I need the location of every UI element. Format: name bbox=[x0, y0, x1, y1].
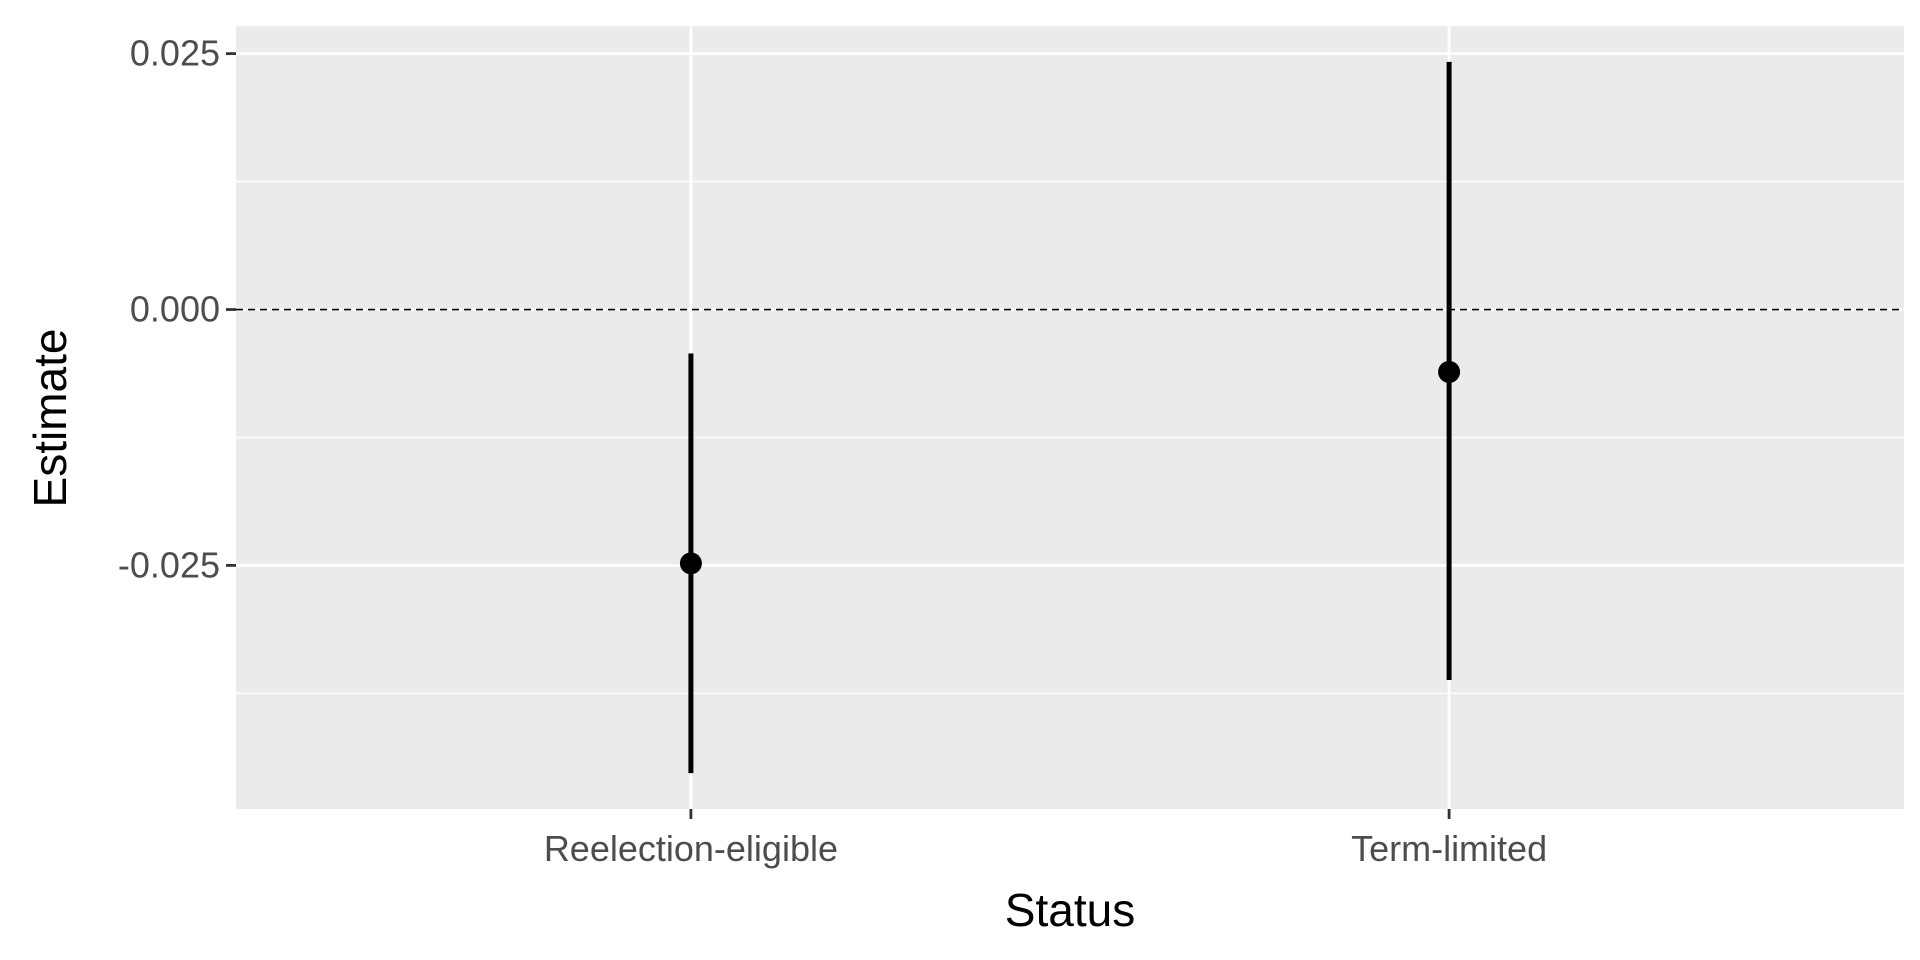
y-tick-label: 0.025 bbox=[130, 33, 220, 74]
minor-gridlines bbox=[236, 180, 1904, 695]
estimate-points bbox=[679, 360, 1461, 575]
x-axis-ticks: Reelection-eligible Term-limited bbox=[544, 809, 1547, 869]
y-axis-title: Estimate bbox=[24, 329, 76, 508]
y-tick-label: -0.025 bbox=[118, 544, 220, 585]
x-tick-label: Reelection-eligible bbox=[544, 828, 838, 869]
x-tick-label: Term-limited bbox=[1351, 828, 1547, 869]
estimate-point bbox=[679, 552, 702, 575]
estimate-point bbox=[1438, 360, 1461, 383]
y-axis-ticks: -0.025 0.000 0.025 bbox=[118, 33, 236, 585]
x-axis-title: Status bbox=[1005, 884, 1135, 936]
panel-background bbox=[236, 26, 1904, 809]
y-tick-label: 0.000 bbox=[130, 289, 220, 330]
